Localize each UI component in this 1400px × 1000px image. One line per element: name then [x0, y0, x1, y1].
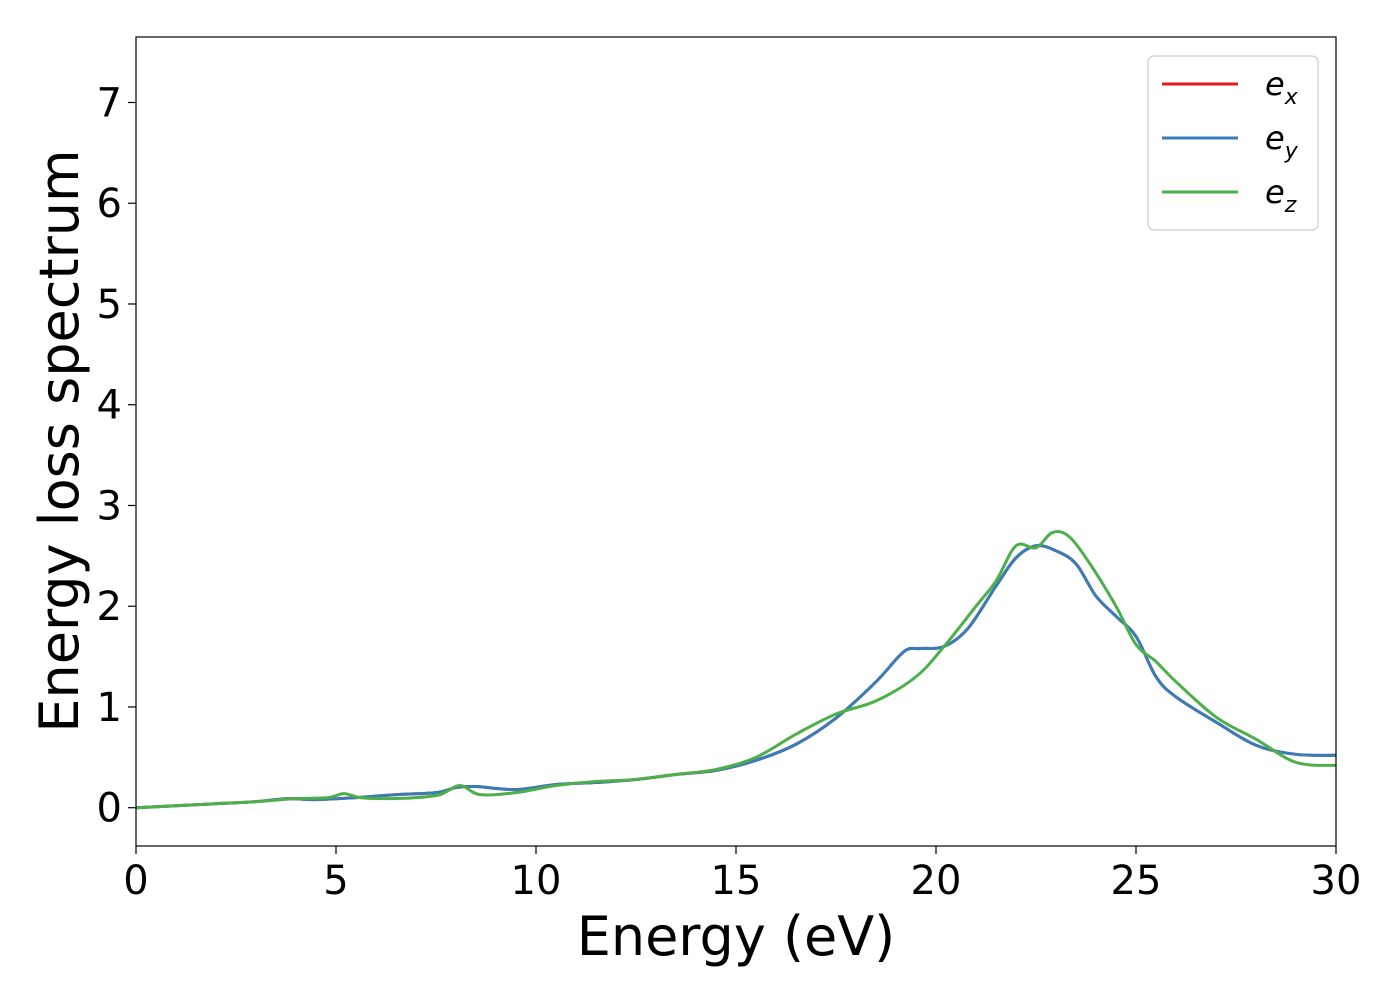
legend: ex ey ez [1147, 55, 1319, 231]
y-tick-label: 5 [97, 282, 122, 328]
series-line-e-y [136, 544, 1336, 810]
x-axis: 0 5 10 15 20 25 30 [123, 846, 1361, 904]
legend-box [1147, 55, 1319, 231]
legend-label-y: ey [1265, 119, 1299, 164]
y-axis-label: Energy loss spectrum [28, 149, 91, 732]
x-axis-label: Energy (eV) [577, 905, 896, 968]
x-tick-label: 30 [1311, 858, 1362, 904]
series-layer [136, 530, 1336, 810]
x-tick-label: 10 [511, 858, 562, 904]
legend-label-z: ez [1265, 173, 1297, 218]
x-tick-label: 0 [123, 858, 148, 904]
y-tick-label: 0 [97, 786, 122, 832]
legend-label-x: ex [1265, 65, 1299, 110]
y-tick-label: 6 [97, 181, 122, 227]
x-tick-label: 25 [1111, 858, 1162, 904]
y-tick-label: 3 [97, 483, 122, 529]
x-tick-label: 5 [323, 858, 348, 904]
y-axis: 0 1 2 3 4 5 6 7 [97, 80, 136, 832]
y-tick-label: 1 [97, 685, 122, 731]
y-tick-label: 2 [97, 584, 122, 630]
x-tick-label: 15 [711, 858, 762, 904]
x-tick-label: 20 [911, 858, 962, 904]
series-line-e-z [136, 530, 1336, 810]
y-tick-label: 4 [97, 383, 122, 429]
y-tick-label: 7 [97, 80, 122, 126]
